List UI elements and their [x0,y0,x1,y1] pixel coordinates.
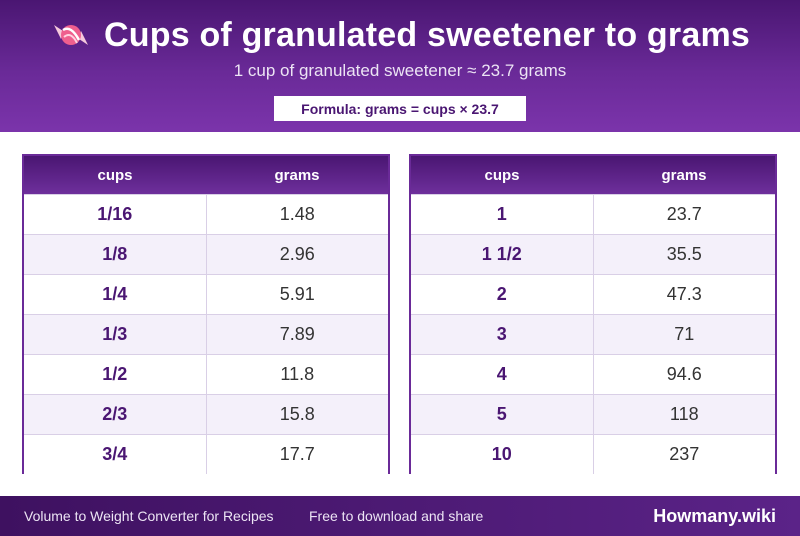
table-header: cups grams [24,156,388,194]
header-banner: Cups of granulated sweetener to grams 1 … [0,0,800,132]
table-row: 1/8 2.96 [24,234,388,274]
grams-cell: 35.5 [666,244,702,264]
table-row: 1 23.7 [411,194,775,234]
grams-cell: 118 [669,404,699,424]
footer-bar: Volume to Weight Converter for Recipes F… [0,496,800,536]
title-row: Cups of granulated sweetener to grams [0,14,800,56]
cups-cell: 4 [411,355,594,394]
column-header-grams: grams [274,166,320,184]
table-row: 3 71 [411,314,775,354]
column-header-cups: cups [97,166,133,184]
candy-icon [54,25,88,45]
conversion-table-left: cups grams 1/16 1.48 1/8 2.96 1/4 5.91 1/3 7… [22,154,390,474]
table-row: 1/2 11.8 [24,354,388,394]
cups-cell: 1 [411,195,594,234]
grams-cell: 71 [674,324,695,344]
column-header-cups: cups [484,166,520,184]
cups-cell: 2 [411,275,594,314]
table-header: cups grams [411,156,775,194]
grams-cell: 2.96 [279,244,315,264]
table-row: 3/4 17.7 [24,434,388,474]
grams-cell: 7.89 [279,324,315,344]
table-row: 10 237 [411,434,775,474]
grams-cell: 1.48 [279,204,315,224]
grams-cell: 11.8 [280,364,315,384]
cups-cell: 1 1/2 [411,235,594,274]
table-row: 5 118 [411,394,775,434]
formula-box: Formula: grams = cups × 23.7 [274,96,526,121]
cups-cell: 2/3 [24,395,207,434]
table-row: 1 1/2 35.5 [411,234,775,274]
footer-share-label: Free to download and share [309,508,484,524]
cups-cell: 1/16 [24,195,207,234]
table-body: 1/16 1.48 1/8 2.96 1/4 5.91 1/3 7.89 1/2 11.8… [24,194,388,474]
cups-cell: 1/4 [24,275,207,314]
subtitle: 1 cup of granulated sweetener ≈ 23.7 gra… [233,61,567,80]
page-title: Cups of granulated sweetener to grams [104,15,750,54]
grams-cell: 17.7 [279,444,315,464]
table-row: 2/3 15.8 [24,394,388,434]
table-row: 1/3 7.89 [24,314,388,354]
table-row: 1/4 5.91 [24,274,388,314]
cups-cell: 5 [411,395,594,434]
grams-cell: 5.91 [279,284,315,304]
table-row: 4 94.6 [411,354,775,394]
grams-cell: 94.6 [666,364,702,384]
grams-cell: 23.7 [666,204,702,224]
table-body: 1 23.7 1 1/2 35.5 2 47.3 3 71 4 94.6 5 118 10 2… [411,194,775,474]
grams-cell: 237 [669,444,700,464]
conversion-table-right: cups grams 1 23.7 1 1/2 35.5 2 47.3 3 71 4 94… [409,154,777,474]
brand-logo-text[interactable]: Howmany.wiki [653,505,776,526]
table-row: 2 47.3 [411,274,775,314]
cups-cell: 3/4 [24,435,207,474]
cups-cell: 1/3 [24,315,207,354]
grams-cell: 47.3 [666,284,702,304]
table-row: 1/16 1.48 [24,194,388,234]
cups-cell: 1/2 [24,355,207,394]
cups-cell: 10 [411,435,594,474]
footer-converter-label: Volume to Weight Converter for Recipes [24,508,274,524]
cups-cell: 3 [411,315,594,354]
cups-cell: 1/8 [24,235,207,274]
grams-cell: 15.8 [279,404,315,424]
column-header-grams: grams [661,166,707,184]
